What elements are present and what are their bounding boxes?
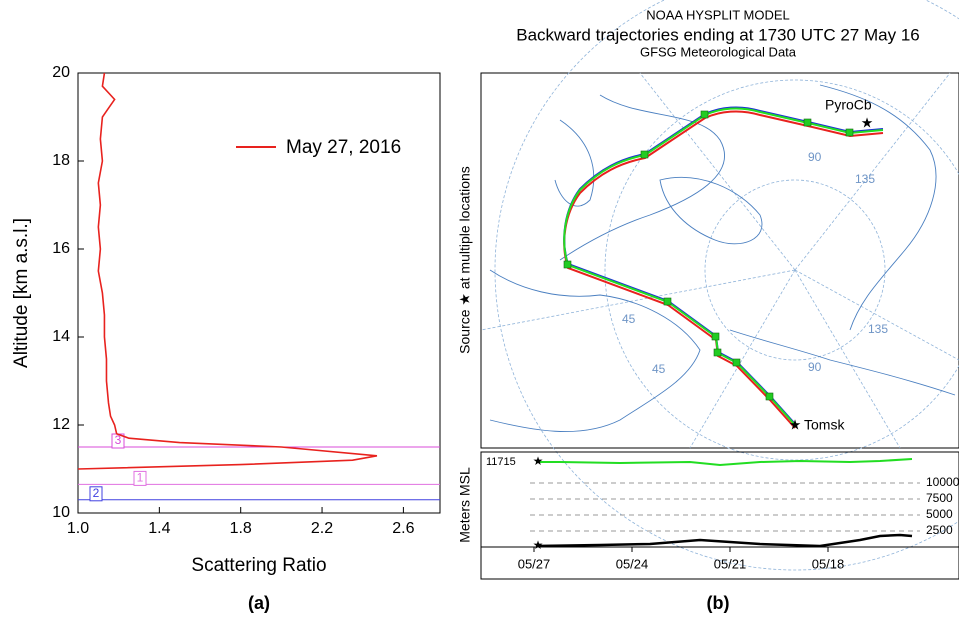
grid-label: 90 — [808, 150, 822, 164]
date-label: 05/27 — [518, 556, 551, 571]
map-title: GFSG Meteorological Data — [640, 44, 797, 59]
y-tick-label: 12 — [52, 416, 70, 433]
y-axis-label: Altitude [km a.s.l.] — [11, 218, 32, 368]
date-label: 05/18 — [812, 556, 845, 571]
layer-label: 1 — [137, 471, 144, 485]
map-frame — [480, 72, 959, 449]
layer-box — [133, 470, 147, 486]
y-tick-label: 14 — [52, 328, 70, 345]
legend-label: May 27, 2016 — [286, 137, 401, 158]
height-axis-label: Meters MSL — [457, 467, 473, 543]
place-label: PyroCb — [825, 97, 872, 113]
height-tick-label: 7500 — [926, 491, 953, 505]
y-tick-label: 10 — [52, 504, 70, 521]
date-label: 05/21 — [714, 556, 747, 571]
place-label: Tomsk — [804, 417, 845, 433]
grid-label: 90 — [808, 360, 822, 374]
grid-label: 135 — [868, 322, 888, 336]
grid-label: 135 — [855, 172, 875, 186]
grid-label: 45 — [622, 312, 636, 326]
caption: (a) — [248, 593, 270, 613]
y-tick-label: 16 — [52, 240, 70, 257]
height-tick-label: 5000 — [926, 507, 953, 521]
x-axis-label: Scattering Ratio — [191, 555, 326, 576]
height-tick-label: 2500 — [926, 523, 953, 537]
data-line — [77, 72, 378, 470]
layer-box — [89, 486, 103, 502]
map-decoration: ★ ★ ★ ★ — [480, 0, 959, 580]
height-tick-label: 10000 — [926, 475, 959, 489]
grid-label: 45 — [652, 362, 666, 376]
map-title: NOAA HYSPLIT MODEL — [646, 7, 790, 22]
map-title: Backward trajectories ending at 1730 UTC… — [516, 25, 919, 44]
svg-text:★: ★ — [533, 538, 544, 552]
caption: (b) — [707, 593, 730, 613]
svg-text:★: ★ — [533, 454, 544, 468]
x-tick-label: 1.0 — [67, 520, 89, 537]
y-tick-label: 18 — [52, 152, 70, 169]
start-height: 11715 — [486, 456, 516, 468]
svg-text:★: ★ — [789, 417, 802, 433]
plot-frame — [77, 72, 441, 514]
layer-label: 3 — [115, 433, 122, 447]
source-label: Source ★ at multiple locations — [457, 166, 473, 354]
date-label: 05/24 — [616, 556, 649, 571]
x-tick-label: 1.8 — [230, 520, 252, 537]
y-tick-label: 20 — [52, 64, 70, 81]
x-tick-label: 1.4 — [148, 520, 170, 537]
x-tick-label: 2.6 — [392, 520, 414, 537]
layer-label: 2 — [93, 486, 100, 500]
svg-text:★: ★ — [861, 115, 874, 131]
x-tick-label: 2.2 — [311, 520, 333, 537]
